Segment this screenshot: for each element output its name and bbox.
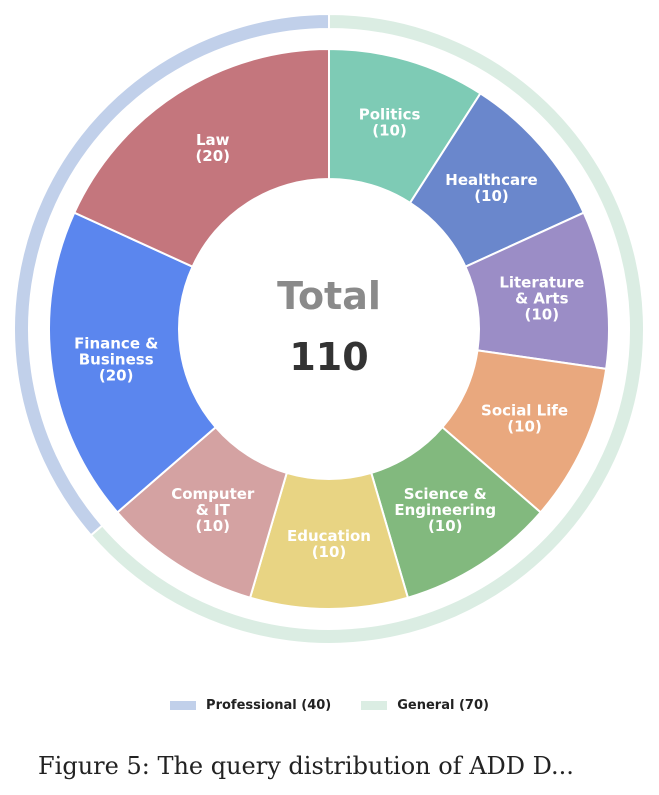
slice-label-politics: Politics (10) [359,106,421,140]
slice-label-computer-and-it: Computer & IT (10) [171,485,255,535]
legend-label-professional: Professional (40) [206,697,332,713]
center-title: Total [277,274,381,318]
legend-item-general: General (70) [361,698,489,713]
outer-ring [13,12,645,645]
donut-hole [179,179,479,479]
slice-label-finance-and-business: Finance & Business (20) [74,335,158,385]
slice-label-line: (10) [474,187,509,205]
slice-label-line: (10) [525,305,560,323]
slice-label-line: Social Life [481,401,568,419]
legend-item-professional: Professional (40) [170,698,331,713]
slice-label-line: (10) [312,543,347,561]
slice-label-line: Literature [499,273,584,291]
slice-label-line: Education [287,527,371,545]
slice-label-education: Education (10) [287,527,371,561]
slice-label-line: (10) [507,417,542,435]
slice-label-line: Finance & [74,335,158,353]
slice-label-line: & IT [196,501,231,519]
slice-label-line: Computer [171,485,255,503]
slice-label-social-life: Social Life (10) [481,401,568,435]
slice-label-line: Law [196,131,230,149]
slice-label-line: Science & [404,485,487,503]
slice-label-science-and-engineering: Science & Engineering (10) [394,485,496,535]
slice-label-line: (20) [99,367,134,385]
slice-label-line: & Arts [515,289,568,307]
slice-label-line: Engineering [394,501,496,519]
slice-label-law: Law (20) [195,131,230,165]
slice-label-line: Business [79,351,154,369]
outer-slice-professional [13,12,330,537]
slice-label-line: (20) [195,147,230,165]
legend-swatch-general [361,700,388,710]
figure-caption: Figure 5: The query distribution of ADD … [38,752,574,780]
slice-label-line: Healthcare [445,171,537,189]
slice-label-line: (10) [195,517,230,535]
slice-label-line: (10) [372,122,407,140]
slice-label-line: (10) [428,517,463,535]
legend-swatch-professional [170,700,197,710]
inner-ring [48,47,610,610]
slice-labels: Politics (10)Healthcare (10)Literature & Ar… [74,106,584,561]
slice-label-line: Politics [359,106,421,124]
donut-chart: Politics (10)Healthcare (10)Literature & Ar… [13,12,645,645]
slice-label-literature-and-arts: Literature & Arts (10) [499,273,584,323]
center-total-value: 110 [289,335,368,379]
slice-label-healthcare: Healthcare (10) [445,171,537,205]
legend: Professional (40) General (70) [0,694,659,716]
legend-label-general: General (70) [397,697,489,713]
